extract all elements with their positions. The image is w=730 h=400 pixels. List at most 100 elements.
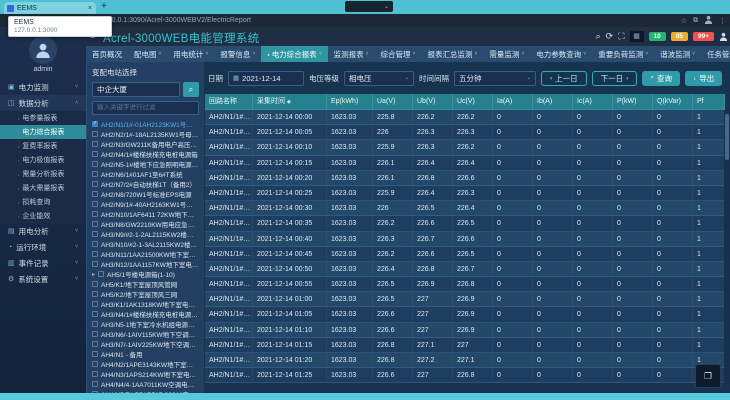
tree-item[interactable]: AH2/N4/1#楼梯扶梯充电桩电源箱: [92, 149, 199, 159]
sidebar-subitem-7[interactable]: •企业能效: [0, 209, 86, 223]
tree-item[interactable]: AH3/N7/-1AIV225KW地下空调电源箱: [92, 339, 199, 349]
tree-item[interactable]: AH2/N8/720W1号标准EPS电源: [92, 189, 199, 199]
sidebar-subitem-6[interactable]: •损耗查询: [0, 195, 86, 209]
tree-checkbox[interactable]: [92, 351, 98, 357]
tree-checkbox[interactable]: [92, 161, 98, 167]
browser-tab[interactable]: EEMS ×: [4, 2, 96, 14]
menu-item-1[interactable]: 配电图˅: [128, 46, 167, 62]
table-row[interactable]: AH2/N1/1#-01AH2123KW1号母线电源箱2021-12-14 00…: [205, 171, 725, 186]
tab-search-dropdown[interactable]: ⌄: [345, 1, 393, 12]
table-row[interactable]: AH2/N1/1#-01AH2123KW1号母线电源箱2021-12-14 01…: [205, 307, 725, 322]
table-row[interactable]: AH2/N1/1#-01AH2123KW1号母线电源箱2021-12-14 01…: [205, 353, 725, 368]
tree-item[interactable]: AH2/N1/1#-01AH2123KW1号母线电源箱: [92, 119, 199, 129]
sidebar-group-0[interactable]: ▣电力监测˅: [0, 79, 86, 95]
tree-checkbox[interactable]: [92, 241, 98, 247]
tree-checkbox[interactable]: [92, 201, 98, 207]
profile-icon[interactable]: [704, 15, 713, 26]
sidebar-group-4[interactable]: ▥事件记录˅: [0, 255, 86, 271]
tree-checkbox[interactable]: [92, 331, 98, 337]
floating-widget-button[interactable]: ❐: [695, 364, 721, 388]
tree-item[interactable]: AH4/N3/1APS214KW地下室电源箱: [92, 369, 199, 379]
tree-item[interactable]: AH3/N6/-1AIV115KW地下空调电源箱: [92, 329, 199, 339]
table-row[interactable]: AH2/N1/1#-01AH2123KW1号母线电源箱2021-12-14 00…: [205, 277, 725, 292]
column-header[interactable]: Ub(V): [413, 94, 453, 110]
table-row[interactable]: AH2/N1/1#-01AH2123KW1号母线电源箱2021-12-14 01…: [205, 338, 725, 353]
table-row[interactable]: AH2/N1/1#-01AH2123KW1号母线电源箱2021-12-14 00…: [205, 110, 725, 125]
table-row[interactable]: AH2/N1/1#-01AH2123KW1号母线电源箱2021-12-14 00…: [205, 156, 725, 171]
table-row[interactable]: AH2/N1/1#-01AH2123KW1号母线电源箱2021-12-14 00…: [205, 262, 725, 277]
tree-item[interactable]: AH3/N9/#2-1-2AL2115KW2楼配电总箱: [92, 229, 199, 239]
table-row[interactable]: AH2/N1/1#-01AH2123KW1号母线电源箱2021-12-14 00…: [205, 247, 725, 262]
tree-item[interactable]: AH2/N3/GW211K备用电户高压直流电源: [92, 139, 199, 149]
extensions-icon[interactable]: ⧉: [693, 17, 698, 25]
menu-item-5[interactable]: 监测报表˅: [328, 46, 375, 62]
table-row[interactable]: AH2/N1/1#-01AH2123KW1号母线电源箱2021-12-14 00…: [205, 232, 725, 247]
tree-item[interactable]: AH3/N10/#2-1-3AL2115KW2楼配电总箱: [92, 239, 199, 249]
tree-checkbox[interactable]: [92, 121, 98, 127]
sidebar-group-2[interactable]: ▤用电分析˅: [0, 223, 86, 239]
table-scrollbar[interactable]: [724, 110, 730, 384]
station-search-button[interactable]: ⌕: [183, 82, 199, 97]
tree-checkbox[interactable]: [92, 231, 98, 237]
tree-item[interactable]: AH3/N5-1地下室冷水机组电源箱（备用）: [92, 319, 199, 329]
tree-checkbox[interactable]: [92, 281, 98, 287]
tree-item[interactable]: AH2/N10/1AF6411 72KW地下室电源箱: [92, 209, 199, 219]
query-button[interactable]: ⌕ 查询: [642, 71, 680, 86]
sidebar-group-5[interactable]: ⚙系统设置˅: [0, 271, 86, 287]
sidebar-subitem-4[interactable]: •需量分析报表: [0, 167, 86, 181]
new-tab-button[interactable]: +: [101, 1, 107, 12]
table-row[interactable]: AH2/N1/1#-01AH2123KW1号母线电源箱2021-12-14 01…: [205, 368, 725, 383]
tree-checkbox[interactable]: [92, 321, 98, 327]
tree-item[interactable]: ▸AH5/1号楼电源箱(1-10): [92, 269, 199, 279]
voltage-level-select[interactable]: 相电压 ⌄: [344, 71, 414, 86]
tree-item[interactable]: AH2/N9/1#-40AH2163KW1号母线电源箱: [92, 199, 199, 209]
tree-item[interactable]: AH4/N4/4-1AA7011KW空调电源箱: [92, 379, 199, 389]
column-header[interactable]: Ua(V): [373, 94, 413, 110]
tree-item[interactable]: AH3/N12/1AA1157KW地下室电源箱: [92, 259, 199, 269]
alarm-badge-warning[interactable]: 85: [671, 32, 688, 41]
column-header[interactable]: Q(kVar): [653, 94, 693, 110]
menu-item-4[interactable]: ●电力综合报表˅: [261, 46, 327, 62]
tree-item[interactable]: AH2/N6/1#01AF1至6#T系统: [92, 169, 199, 179]
tree-item[interactable]: AH2/N2/1#-18AL2135KW1号母线电源箱: [92, 129, 199, 139]
date-picker[interactable]: ▦ 2021-12-14: [228, 71, 304, 86]
column-header[interactable]: Ia(A): [493, 94, 533, 110]
menu-item-12[interactable]: 任务管理˅: [701, 46, 730, 62]
alarm-badge-critical[interactable]: 99+: [693, 32, 714, 41]
next-day-button[interactable]: 下一日 ›: [592, 71, 638, 86]
user-icon[interactable]: [719, 28, 728, 46]
sidebar-subitem-0[interactable]: •电参量报表: [0, 111, 86, 125]
menu-item-3[interactable]: 报警信息˅: [214, 46, 261, 62]
menu-item-7[interactable]: 报表汇总监测˅: [421, 46, 483, 62]
alarm-badge-normal[interactable]: 10: [649, 32, 666, 41]
table-row[interactable]: AH2/N1/1#-01AH2123KW1号母线电源箱2021-12-14 00…: [205, 216, 725, 231]
menu-item-8[interactable]: 需量监测˅: [483, 46, 530, 62]
tree-checkbox[interactable]: [92, 131, 98, 137]
table-row[interactable]: AH2/N1/1#-01AH2123KW1号母线电源箱2021-12-14 01…: [205, 323, 725, 338]
url-text[interactable]: 127.0.0.1:3090/Acrel-3000WEBV2/ElectricR…: [98, 17, 251, 24]
search-icon[interactable]: ⌕: [596, 31, 601, 42]
sidebar-subitem-1[interactable]: •电力综合报表: [0, 125, 86, 139]
tree-item[interactable]: AH4/N2/1APE3143KW地下室电源箱: [92, 359, 199, 369]
column-header[interactable]: Pf: [693, 94, 725, 110]
menu-item-2[interactable]: 用电统计˅: [167, 46, 214, 62]
tree-checkbox[interactable]: [92, 211, 98, 217]
tree-checkbox[interactable]: [92, 341, 98, 347]
tree-checkbox[interactable]: [92, 191, 98, 197]
tree-item[interactable]: AH3/N4/1#楼梯扶梯充电桩电源箱（未连）: [92, 309, 199, 319]
column-header[interactable]: Ic(A): [573, 94, 613, 110]
table-row[interactable]: AH2/N1/1#-01AH2123KW1号母线电源箱2021-12-14 00…: [205, 201, 725, 216]
horizontal-scrollbar[interactable]: [0, 393, 730, 400]
tree-checkbox[interactable]: [92, 301, 98, 307]
sidebar-group-1[interactable]: ◫数据分析˄: [0, 95, 86, 111]
table-row[interactable]: AH2/N1/1#-01AH2123KW1号母线电源箱2021-12-14 01…: [205, 292, 725, 307]
menu-item-10[interactable]: 重要负荷监测˅: [592, 46, 654, 62]
tree-checkbox[interactable]: [92, 221, 98, 227]
menu-item-0[interactable]: 首页概况: [86, 46, 128, 62]
tree-checkbox[interactable]: [92, 311, 98, 317]
menu-item-6[interactable]: 综合管理˅: [375, 46, 422, 62]
tree-checkbox[interactable]: [92, 151, 98, 157]
tree-checkbox[interactable]: [92, 291, 98, 297]
export-button[interactable]: ↓ 导出: [685, 71, 722, 86]
tree-item[interactable]: AH2/N5-1#楼地下应急照明电源（未连接）: [92, 159, 199, 169]
